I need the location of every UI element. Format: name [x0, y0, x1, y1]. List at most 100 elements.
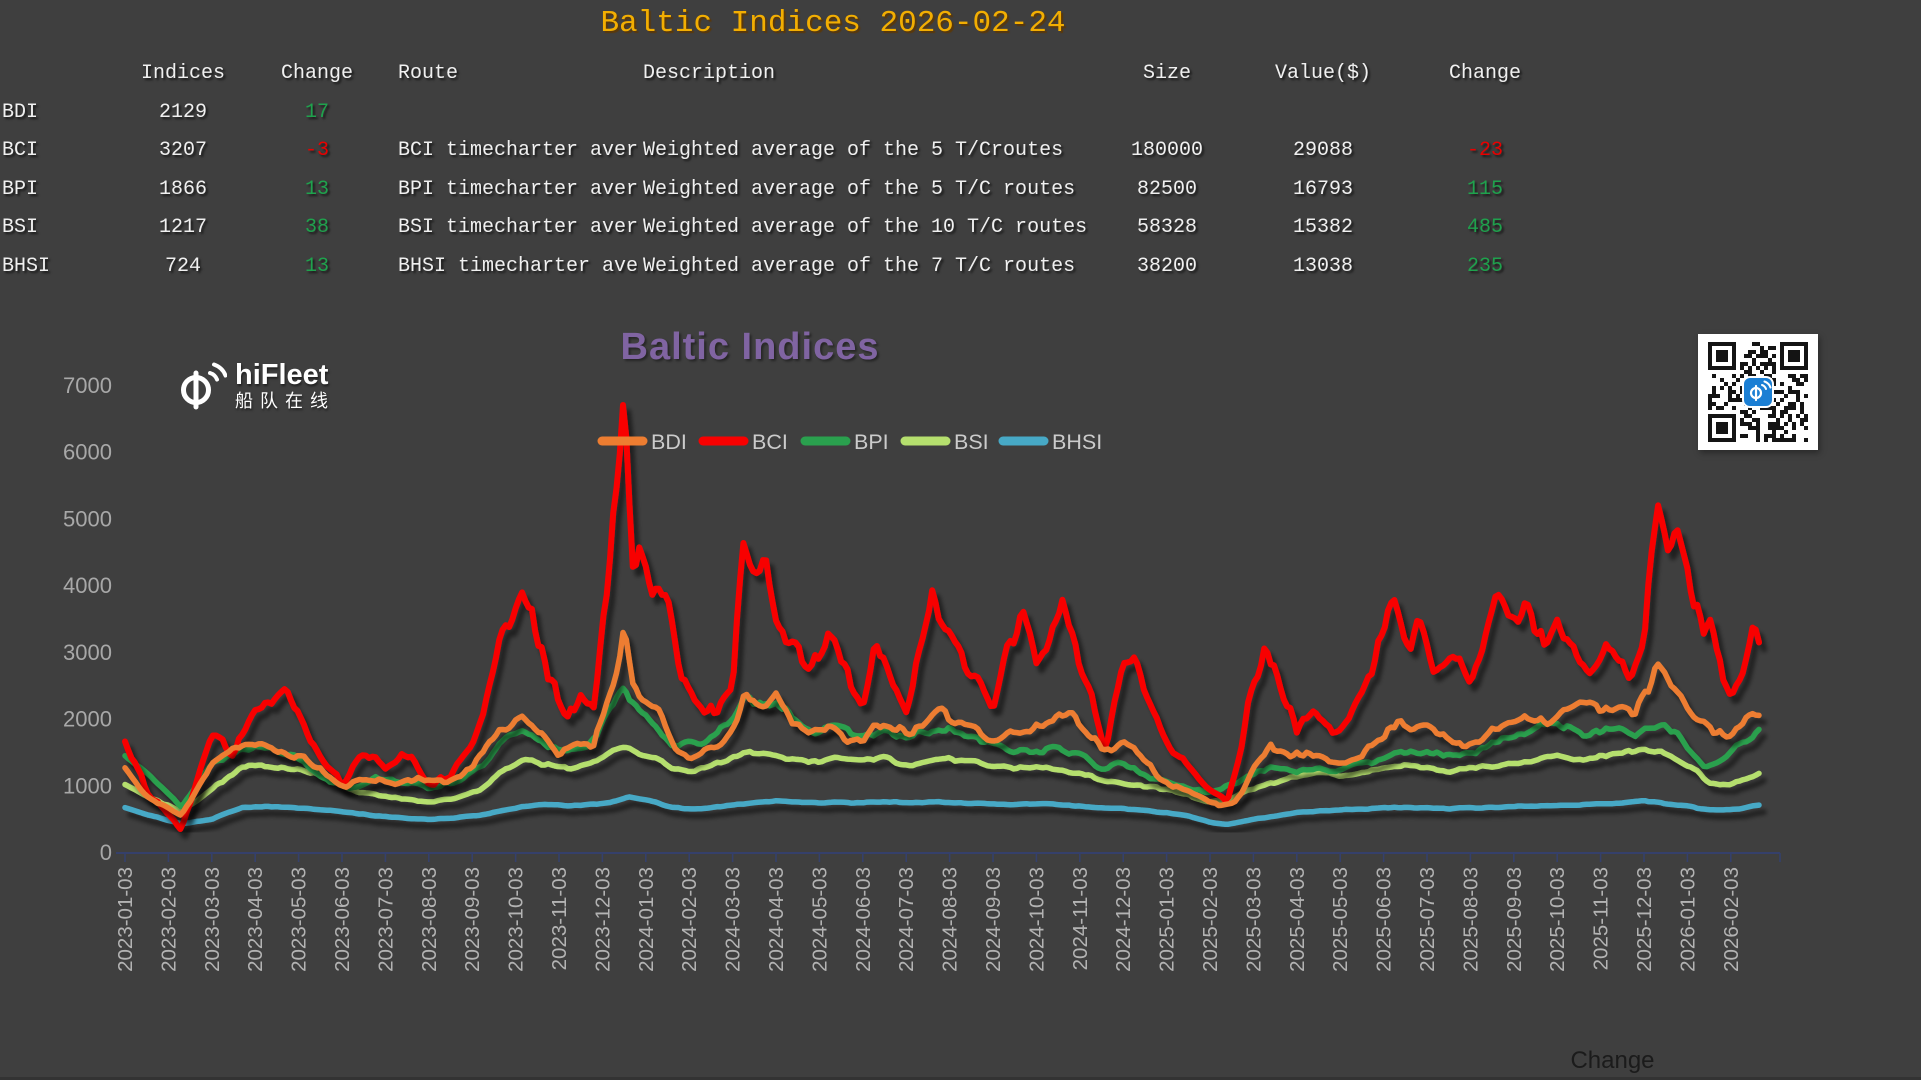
x-axis-label: 2025-03-03: [1242, 867, 1265, 972]
cell-bhsi-name: BHSI: [2, 254, 51, 278]
x-axis-label: 2023-09-03: [461, 867, 484, 972]
qr-center-logo: [1742, 376, 1774, 408]
y-axis-label: 0: [100, 840, 112, 865]
series-line-bsi: [122, 744, 1762, 815]
legend-label: BSI: [954, 430, 989, 454]
x-axis-label: 2026-01-03: [1676, 867, 1699, 972]
x-axis-label: 2025-01-03: [1156, 867, 1179, 972]
chart-legend: BDI BCI BPI BSI BHSI: [597, 430, 1102, 454]
x-axis-label: 2025-02-03: [1199, 867, 1222, 972]
cell-bdi-change: 17: [304, 101, 329, 124]
x-axis-label: 2025-06-03: [1373, 867, 1396, 972]
x-axis-label: 2025-07-03: [1416, 867, 1439, 972]
baltic-indices-chart[interactable]: 0 1000 2000 3000 4000 5000 6000 7000 2023-01-03 2…: [0, 300, 1921, 1080]
series-line-bci: [122, 402, 1762, 832]
x-axis-label: 2023-10-03: [505, 867, 528, 972]
y-axis-label: 1000: [63, 773, 112, 798]
hifleet-watermark: hiFleet 船队在线: [175, 360, 335, 412]
watermark-subtitle: 船队在线: [235, 391, 335, 411]
cell-bsi-value: 15382: [1292, 216, 1353, 240]
cell-bsi-route: BSI timecharter aver: [398, 216, 638, 240]
x-axis-label: 2023-11-03: [548, 867, 571, 970]
legend-label: BDI: [651, 430, 687, 454]
y-axis-label: 3000: [63, 640, 112, 665]
cell-bhsi-value: 13038: [1292, 254, 1353, 278]
col-header-change2: Change: [1448, 62, 1521, 85]
cell-bpi-name: BPI: [2, 177, 39, 201]
x-axis-label: 2024-04-03: [765, 867, 788, 972]
legend-item-bdi[interactable]: BDI: [597, 430, 687, 454]
chart-series: [122, 402, 1762, 832]
x-axis-label: 2023-12-03: [591, 867, 614, 972]
cell-bsi-change2: 485: [1466, 216, 1503, 240]
col-header-indices: Indices: [140, 62, 225, 85]
x-axis-label: 2024-08-03: [939, 867, 962, 972]
col-header-value: Value($): [1274, 62, 1371, 85]
series-line-bdi: [122, 629, 1762, 818]
col-header-change: Change: [280, 62, 353, 85]
y-axis-label: 6000: [63, 440, 112, 465]
x-axis-label: 2025-09-03: [1503, 867, 1526, 972]
x-axis-label: 2024-10-03: [1025, 867, 1048, 972]
cell-bpi-route: BPI timecharter aver: [398, 177, 638, 201]
cell-bdi-name: BDI: [2, 101, 39, 124]
x-axis-label: 2025-11-03: [1590, 867, 1613, 970]
x-axis-label: 2025-12-03: [1633, 867, 1656, 972]
cell-bhsi-description: Weighted average of the 7 T/C routes: [643, 254, 1076, 278]
x-axis-label: 2025-10-03: [1546, 867, 1569, 972]
legend-item-bci[interactable]: BCI: [698, 430, 788, 454]
x-axis-label: 2025-05-03: [1329, 867, 1352, 972]
x-axis-label: 2024-03-03: [722, 867, 745, 972]
cell-bpi-value: 16793: [1292, 177, 1353, 201]
cell-bci-value: 29088: [1292, 139, 1353, 163]
series-line-bhsi: [122, 794, 1762, 827]
legend-item-bsi[interactable]: BSI: [900, 430, 989, 454]
legend-label: BCI: [752, 430, 788, 454]
y-axis-label: 7000: [63, 373, 112, 398]
y-axis-label: 2000: [63, 707, 112, 732]
x-axis-label: 2023-07-03: [374, 867, 397, 972]
cell-bsi-name: BSI: [2, 216, 39, 240]
cell-bci-name: BCI: [2, 139, 39, 163]
footer-change-label: Change: [1570, 1047, 1655, 1074]
cell-bci-indices: 3207: [158, 139, 207, 163]
cell-bpi-change2: 115: [1466, 177, 1503, 201]
cell-bsi-change: 38: [304, 216, 329, 240]
x-axis-label: 2023-05-03: [288, 867, 311, 972]
legend-label: BPI: [854, 430, 889, 454]
x-axis-label: 2023-08-03: [418, 867, 441, 972]
watermark-brand: hiFleet: [235, 359, 329, 391]
cell-bhsi-size: 38200: [1136, 254, 1197, 278]
cell-bci-change: -3: [304, 139, 329, 163]
legend-item-bhsi[interactable]: BHSI: [998, 430, 1102, 454]
x-axis-label: 2023-02-03: [157, 867, 180, 972]
cell-bhsi-route: BHSI timecharter ave: [398, 254, 638, 278]
cell-bpi-size: 82500: [1136, 177, 1197, 201]
x-axis-label: 2024-02-03: [678, 867, 701, 972]
x-axis-label: 2023-03-03: [201, 867, 224, 972]
col-header-size: Size: [1142, 62, 1191, 85]
qr-code: [1698, 334, 1818, 450]
cell-bci-route: BCI timecharter aver: [398, 139, 638, 163]
cell-bci-change2: -23: [1466, 139, 1503, 163]
x-axis-label: 2024-05-03: [808, 867, 831, 972]
x-axis-label: 2026-02-03: [1720, 867, 1743, 972]
cell-bsi-size: 58328: [1136, 216, 1197, 240]
cell-bhsi-change2: 235: [1466, 254, 1503, 278]
col-header-route: Route: [398, 62, 459, 85]
x-axis-label: 2023-01-03: [114, 867, 137, 972]
cell-bpi-indices: 1866: [158, 177, 207, 201]
cell-bdi-indices: 2129: [158, 101, 207, 124]
cell-bhsi-change: 13: [304, 254, 329, 278]
legend-item-bpi[interactable]: BPI: [800, 430, 889, 454]
x-axis-label: 2024-12-03: [1112, 867, 1135, 972]
x-axis-label: 2023-04-03: [244, 867, 267, 972]
x-axis-label: 2024-01-03: [635, 867, 658, 972]
cell-bci-description: Weighted average of the 5 T/Croutes: [643, 139, 1064, 163]
x-axis-label: 2024-11-03: [1069, 867, 1092, 970]
y-axis-label: 5000: [63, 506, 112, 531]
chart-axes: 0 1000 2000 3000 4000 5000 6000 7000 2023-01-03 2…: [63, 373, 1781, 972]
cell-bci-size: 180000: [1130, 139, 1203, 163]
chart-title: Baltic Indices: [620, 326, 880, 368]
x-axis-label: 2024-09-03: [982, 867, 1005, 972]
